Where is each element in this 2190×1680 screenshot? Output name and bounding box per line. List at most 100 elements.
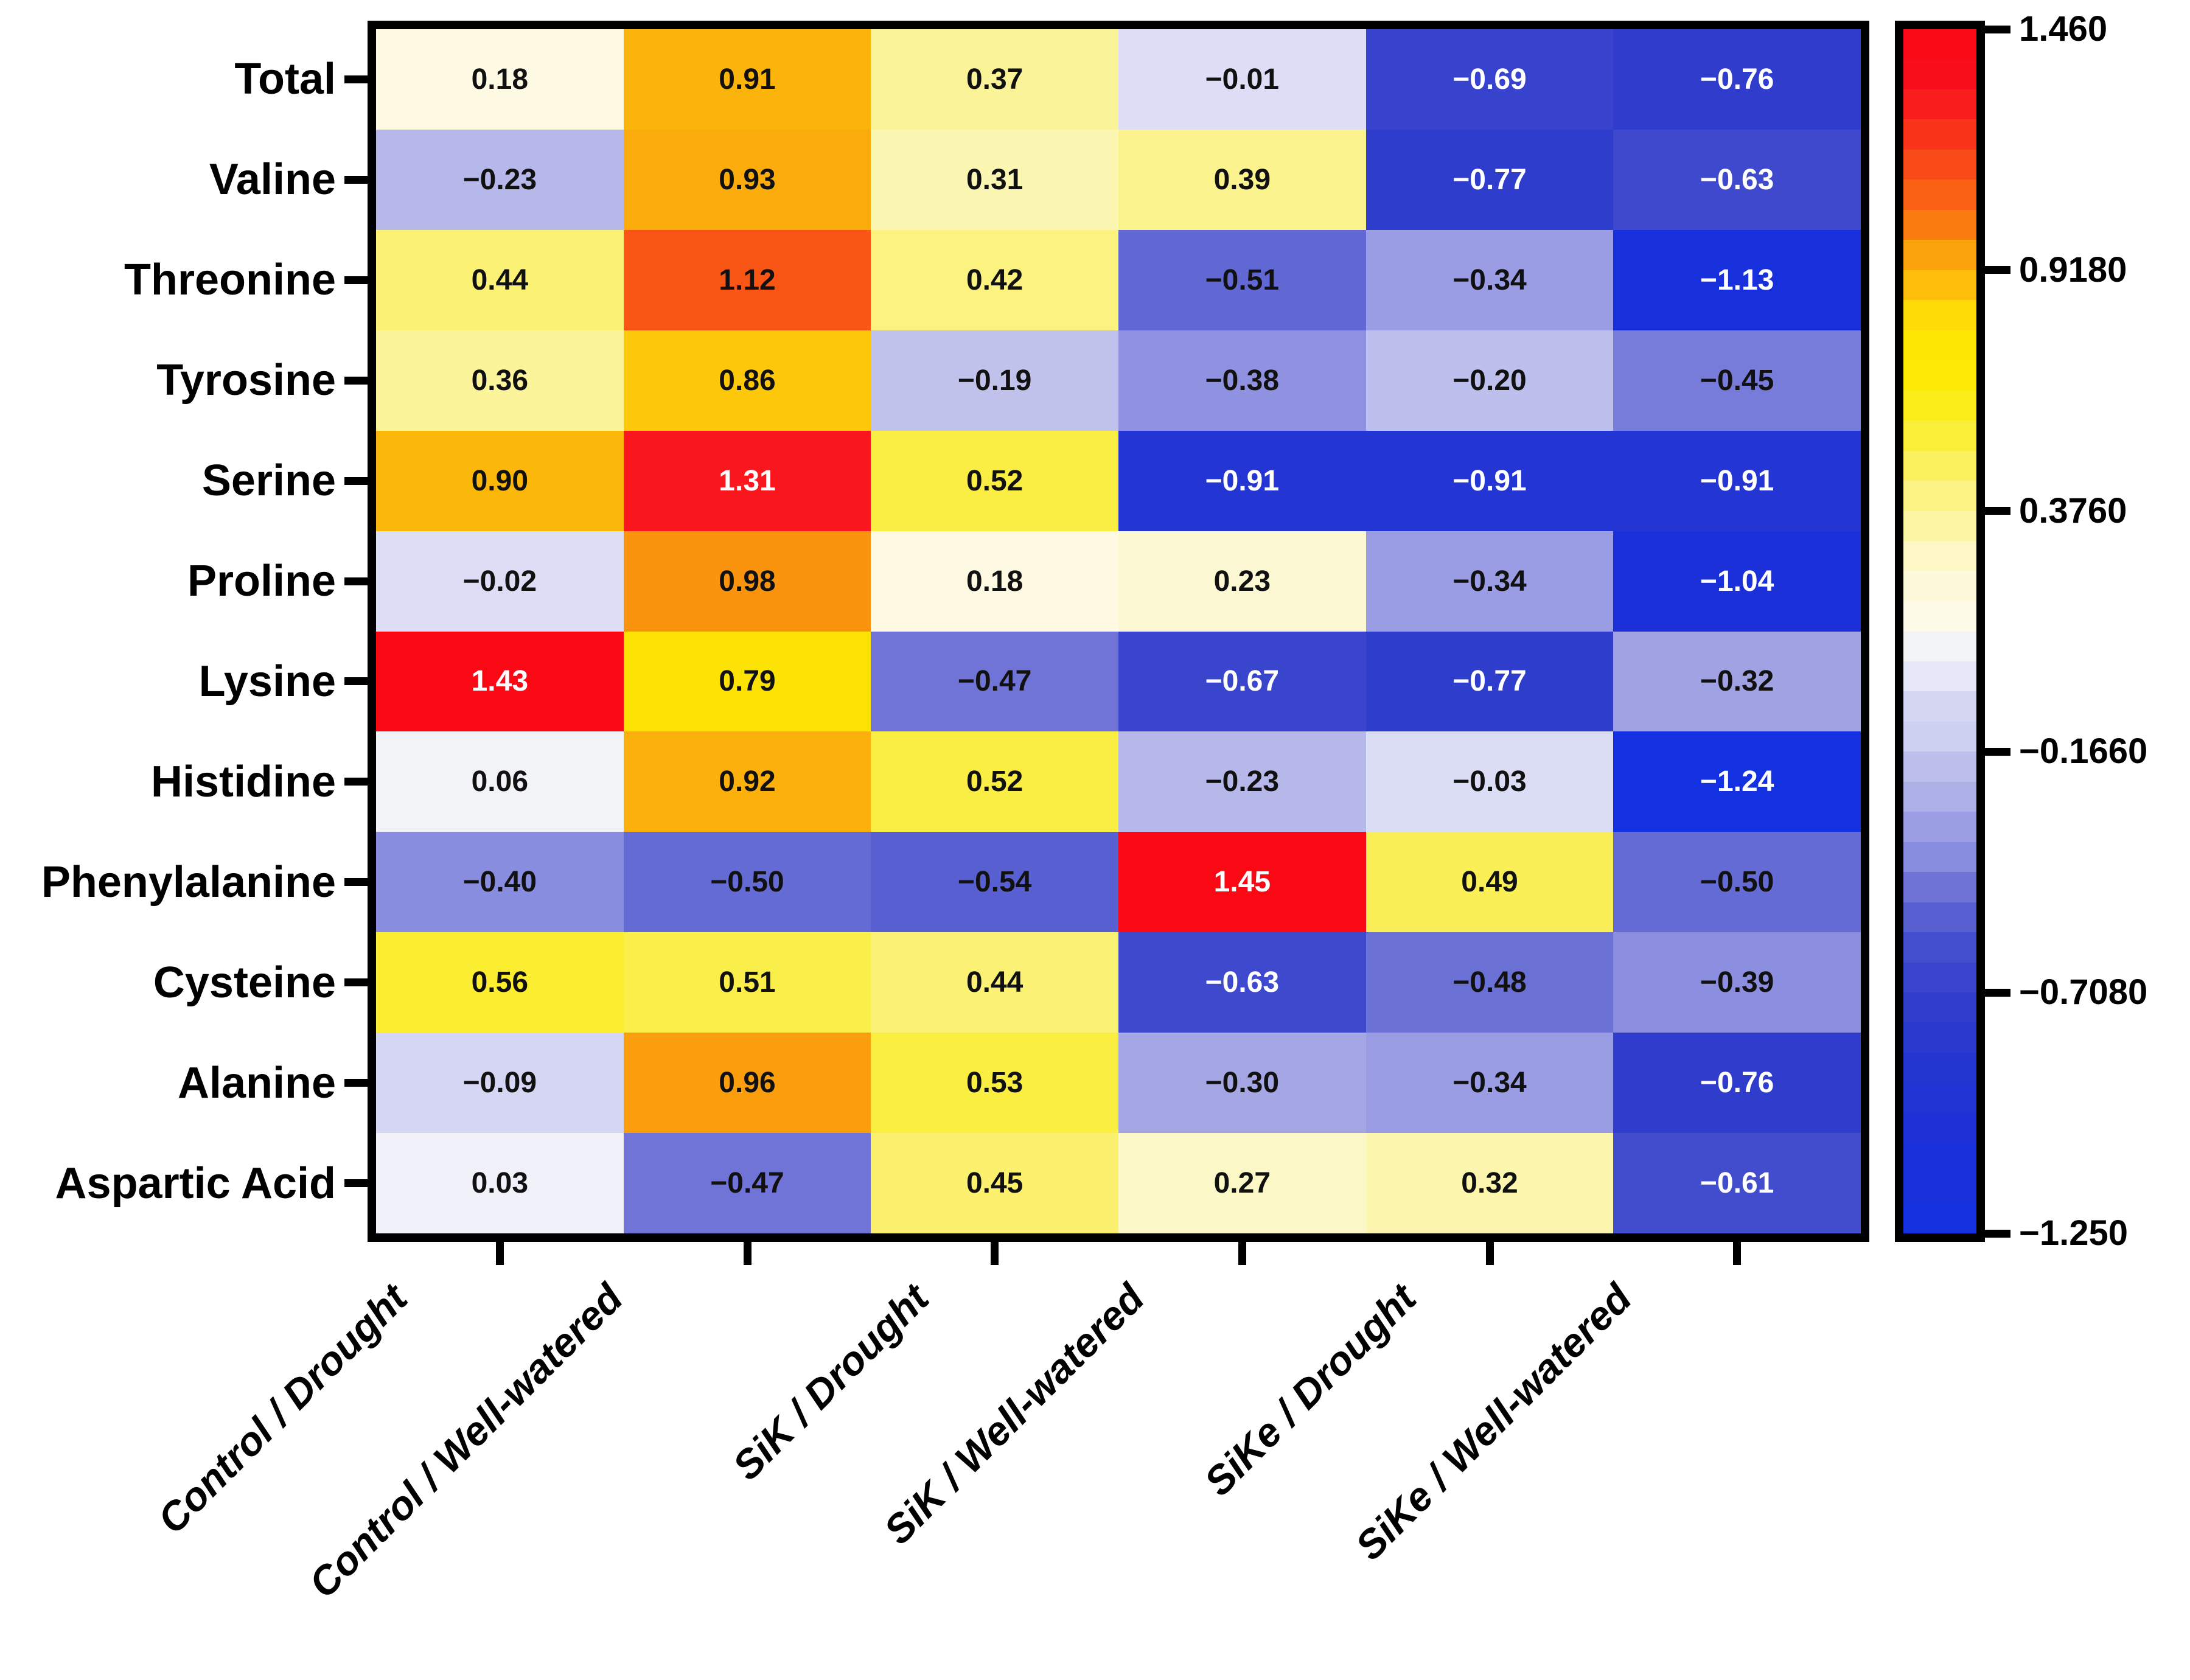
colorbar-band <box>1903 872 1976 902</box>
heatmap-cell: 0.56 <box>376 932 624 1033</box>
x-tick <box>1733 1242 1742 1265</box>
heatmap-cell: 0.44 <box>376 229 624 330</box>
y-tick <box>344 75 368 83</box>
colorbar-band <box>1903 390 1976 421</box>
heatmap-cell: 0.03 <box>376 1133 624 1233</box>
colorbar-band <box>1903 270 1976 301</box>
heatmap-cell: 0.51 <box>623 932 871 1033</box>
colorbar-band <box>1903 1112 1976 1143</box>
heatmap-cell: 0.93 <box>623 129 871 230</box>
heatmap-cell: 0.18 <box>871 531 1118 632</box>
heatmap-cell: −0.50 <box>623 832 871 933</box>
heatmap-cell: 0.52 <box>871 430 1118 531</box>
heatmap-cell: 1.45 <box>1118 832 1366 933</box>
heatmap-cell: −0.02 <box>376 531 624 632</box>
colorbar-tick <box>1985 747 2010 756</box>
colorbar-band <box>1903 209 1976 240</box>
colorbar-band <box>1903 89 1976 120</box>
row-label: Lysine <box>198 657 336 706</box>
heatmap-cell: −0.34 <box>1365 531 1614 632</box>
heatmap-cell: 0.32 <box>1365 1133 1614 1233</box>
row-label: Aspartic Acid <box>55 1159 336 1208</box>
heatmap-cell: −0.69 <box>1365 29 1614 130</box>
colorbar-band <box>1903 691 1976 722</box>
heatmap-cell: −0.51 <box>1118 229 1366 330</box>
heatmap-cell: −0.39 <box>1613 932 1861 1033</box>
heatmap-cell: 0.27 <box>1118 1133 1366 1233</box>
heatmap-cell: 1.12 <box>623 229 871 330</box>
row-label: Threonine <box>124 256 336 305</box>
colorbar-band <box>1903 240 1976 270</box>
heatmap-cell: 0.39 <box>1118 129 1366 230</box>
x-tick <box>1238 1242 1246 1265</box>
colorbar-band <box>1903 751 1976 782</box>
heatmap-cell: 0.98 <box>623 531 871 632</box>
row-label: Alanine <box>177 1058 336 1107</box>
heatmap-cell: −1.13 <box>1613 229 1861 330</box>
heatmap-cell: 0.45 <box>871 1133 1118 1233</box>
colorbar-tick <box>1985 25 2010 33</box>
y-tick <box>344 577 368 585</box>
heatmap-cell: −0.67 <box>1118 631 1366 732</box>
heatmap-cell: −0.54 <box>871 832 1118 933</box>
heatmap-cell: −0.32 <box>1613 631 1861 732</box>
heatmap-cell: 0.31 <box>871 129 1118 230</box>
colorbar-band <box>1903 992 1976 1023</box>
heatmap-cell: −0.63 <box>1118 932 1366 1033</box>
colorbar-band <box>1903 300 1976 330</box>
colorbar-band <box>1903 1082 1976 1113</box>
heatmap-cell: −0.91 <box>1365 430 1614 531</box>
heatmap-cell: 0.53 <box>871 1033 1118 1134</box>
heatmap-cell: −0.01 <box>1118 29 1366 130</box>
colorbar <box>1903 29 1976 1233</box>
heatmap-cell: 0.96 <box>623 1033 871 1134</box>
heatmap-cell: −0.76 <box>1613 1033 1861 1134</box>
colorbar-band <box>1903 1203 1976 1233</box>
colorbar-band <box>1903 902 1976 933</box>
heatmap-cell: −0.77 <box>1365 129 1614 230</box>
heatmap-cell: 0.42 <box>871 229 1118 330</box>
colorbar-band <box>1903 601 1976 632</box>
colorbar-band <box>1903 571 1976 601</box>
colorbar-tick <box>1985 266 2010 274</box>
colorbar-band <box>1903 59 1976 89</box>
colorbar-band <box>1903 180 1976 210</box>
colorbar-band <box>1903 540 1976 571</box>
heatmap-cell: −0.47 <box>623 1133 871 1233</box>
colorbar-band <box>1903 842 1976 873</box>
heatmap-cell: −0.23 <box>376 129 624 230</box>
heatmap-cell: 0.86 <box>623 330 871 431</box>
colorbar-tick-label: 1.460 <box>2019 9 2108 49</box>
heatmap-cell: 0.79 <box>623 631 871 732</box>
heatmap-cell: −0.03 <box>1365 731 1614 832</box>
colorbar-band <box>1903 1143 1976 1173</box>
y-tick <box>344 878 368 887</box>
row-label: Phenylalanine <box>41 857 336 907</box>
heatmap-cell: −0.91 <box>1118 430 1366 531</box>
x-tick <box>1485 1242 1494 1265</box>
heatmap-cell: −0.77 <box>1365 631 1614 732</box>
heatmap-cell: −0.76 <box>1613 29 1861 130</box>
colorbar-band <box>1903 330 1976 361</box>
heatmap-cell: −0.19 <box>871 330 1118 431</box>
heatmap-cell: −0.38 <box>1118 330 1366 431</box>
colorbar-tick-label: 0.3760 <box>2019 490 2127 531</box>
heatmap-cell: 0.06 <box>376 731 624 832</box>
colorbar-band <box>1903 119 1976 150</box>
heatmap-cell: −0.61 <box>1613 1133 1861 1233</box>
heatmap-cell: −1.04 <box>1613 531 1861 632</box>
heatmap-cell: 0.91 <box>623 29 871 130</box>
heatmap-cell: −0.50 <box>1613 832 1861 933</box>
heatmap-cell: 1.43 <box>376 631 624 732</box>
column-label: SiK / Drought <box>724 1275 938 1489</box>
heatmap-cell: −0.34 <box>1365 1033 1614 1134</box>
row-label: Proline <box>187 557 336 606</box>
heatmap-cell: −0.91 <box>1613 430 1861 531</box>
colorbar-band <box>1903 721 1976 752</box>
colorbar-tick-label: 0.9180 <box>2019 249 2127 290</box>
colorbar-band <box>1903 149 1976 180</box>
row-label: Histidine <box>150 757 336 806</box>
heatmap-cell: 0.49 <box>1365 832 1614 933</box>
colorbar-tick <box>1985 988 2010 997</box>
